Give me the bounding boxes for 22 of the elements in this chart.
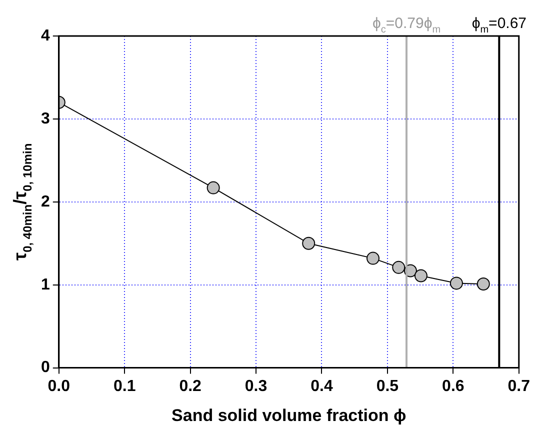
x-tick-label: 0.4 <box>310 378 333 395</box>
x-tick-label: 0.5 <box>376 378 399 395</box>
point <box>476 278 490 291</box>
point <box>366 252 380 265</box>
y-tick-label: 0 <box>40 359 50 376</box>
y-tick-label: 1 <box>40 276 50 294</box>
point <box>450 276 463 290</box>
x-tick-label: 0.3 <box>244 378 268 395</box>
y-tick-label: 3 <box>40 110 50 128</box>
x-tick-label: 0.2 <box>179 378 202 395</box>
x-tick-label: 0.7 <box>508 378 530 395</box>
x-tick-label: 0.1 <box>113 378 136 395</box>
point <box>302 236 316 250</box>
x-axis-title: Sand solid volume fraction ϕ <box>172 406 407 425</box>
y-tick-label: 2 <box>40 193 50 210</box>
point <box>392 260 406 274</box>
x-tick-label: 0.0 <box>48 378 70 395</box>
x-tick-label: 0.6 <box>442 378 464 395</box>
y-tick-label: 4 <box>40 27 50 44</box>
point <box>414 269 428 282</box>
point <box>206 181 220 194</box>
y-axis-title: τ0, 40min/τ0, 10min <box>10 143 34 260</box>
